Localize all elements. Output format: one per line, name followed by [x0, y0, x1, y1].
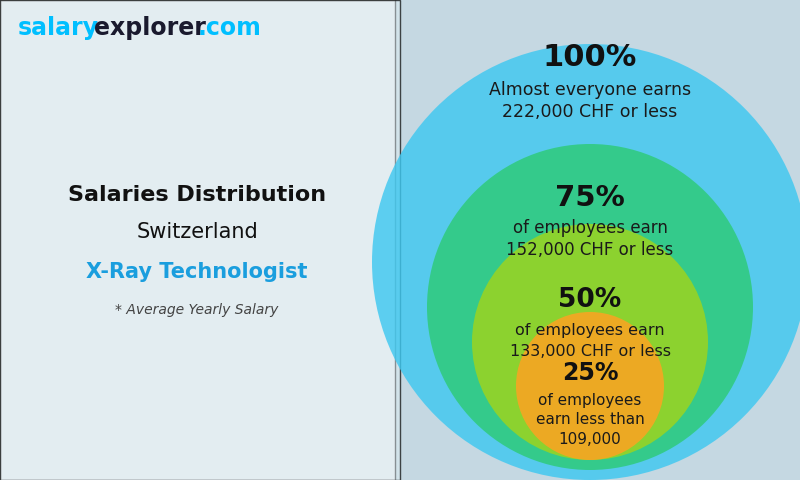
Circle shape [472, 224, 708, 460]
Text: 75%: 75% [555, 184, 625, 212]
Text: Switzerland: Switzerland [136, 222, 258, 242]
Text: of employees: of employees [538, 393, 642, 408]
Text: Salaries Distribution: Salaries Distribution [68, 185, 326, 205]
Text: of employees earn: of employees earn [513, 219, 667, 237]
Text: 152,000 CHF or less: 152,000 CHF or less [506, 241, 674, 259]
FancyBboxPatch shape [0, 0, 400, 480]
Text: 100%: 100% [543, 44, 637, 72]
Text: 25%: 25% [562, 361, 618, 385]
Circle shape [372, 44, 800, 480]
Text: salary: salary [18, 16, 99, 40]
Text: earn less than: earn less than [536, 412, 644, 428]
FancyBboxPatch shape [0, 0, 395, 480]
Text: Almost everyone earns: Almost everyone earns [489, 81, 691, 99]
Circle shape [516, 312, 664, 460]
Text: explorer: explorer [94, 16, 206, 40]
Text: 50%: 50% [558, 287, 622, 313]
Text: of employees earn: of employees earn [515, 323, 665, 337]
Text: 133,000 CHF or less: 133,000 CHF or less [510, 344, 670, 359]
Text: X-Ray Technologist: X-Ray Technologist [86, 262, 308, 282]
Circle shape [427, 144, 753, 470]
Text: 222,000 CHF or less: 222,000 CHF or less [502, 103, 678, 121]
Text: * Average Yearly Salary: * Average Yearly Salary [115, 303, 278, 317]
Text: 109,000: 109,000 [558, 432, 622, 447]
Text: .com: .com [198, 16, 262, 40]
